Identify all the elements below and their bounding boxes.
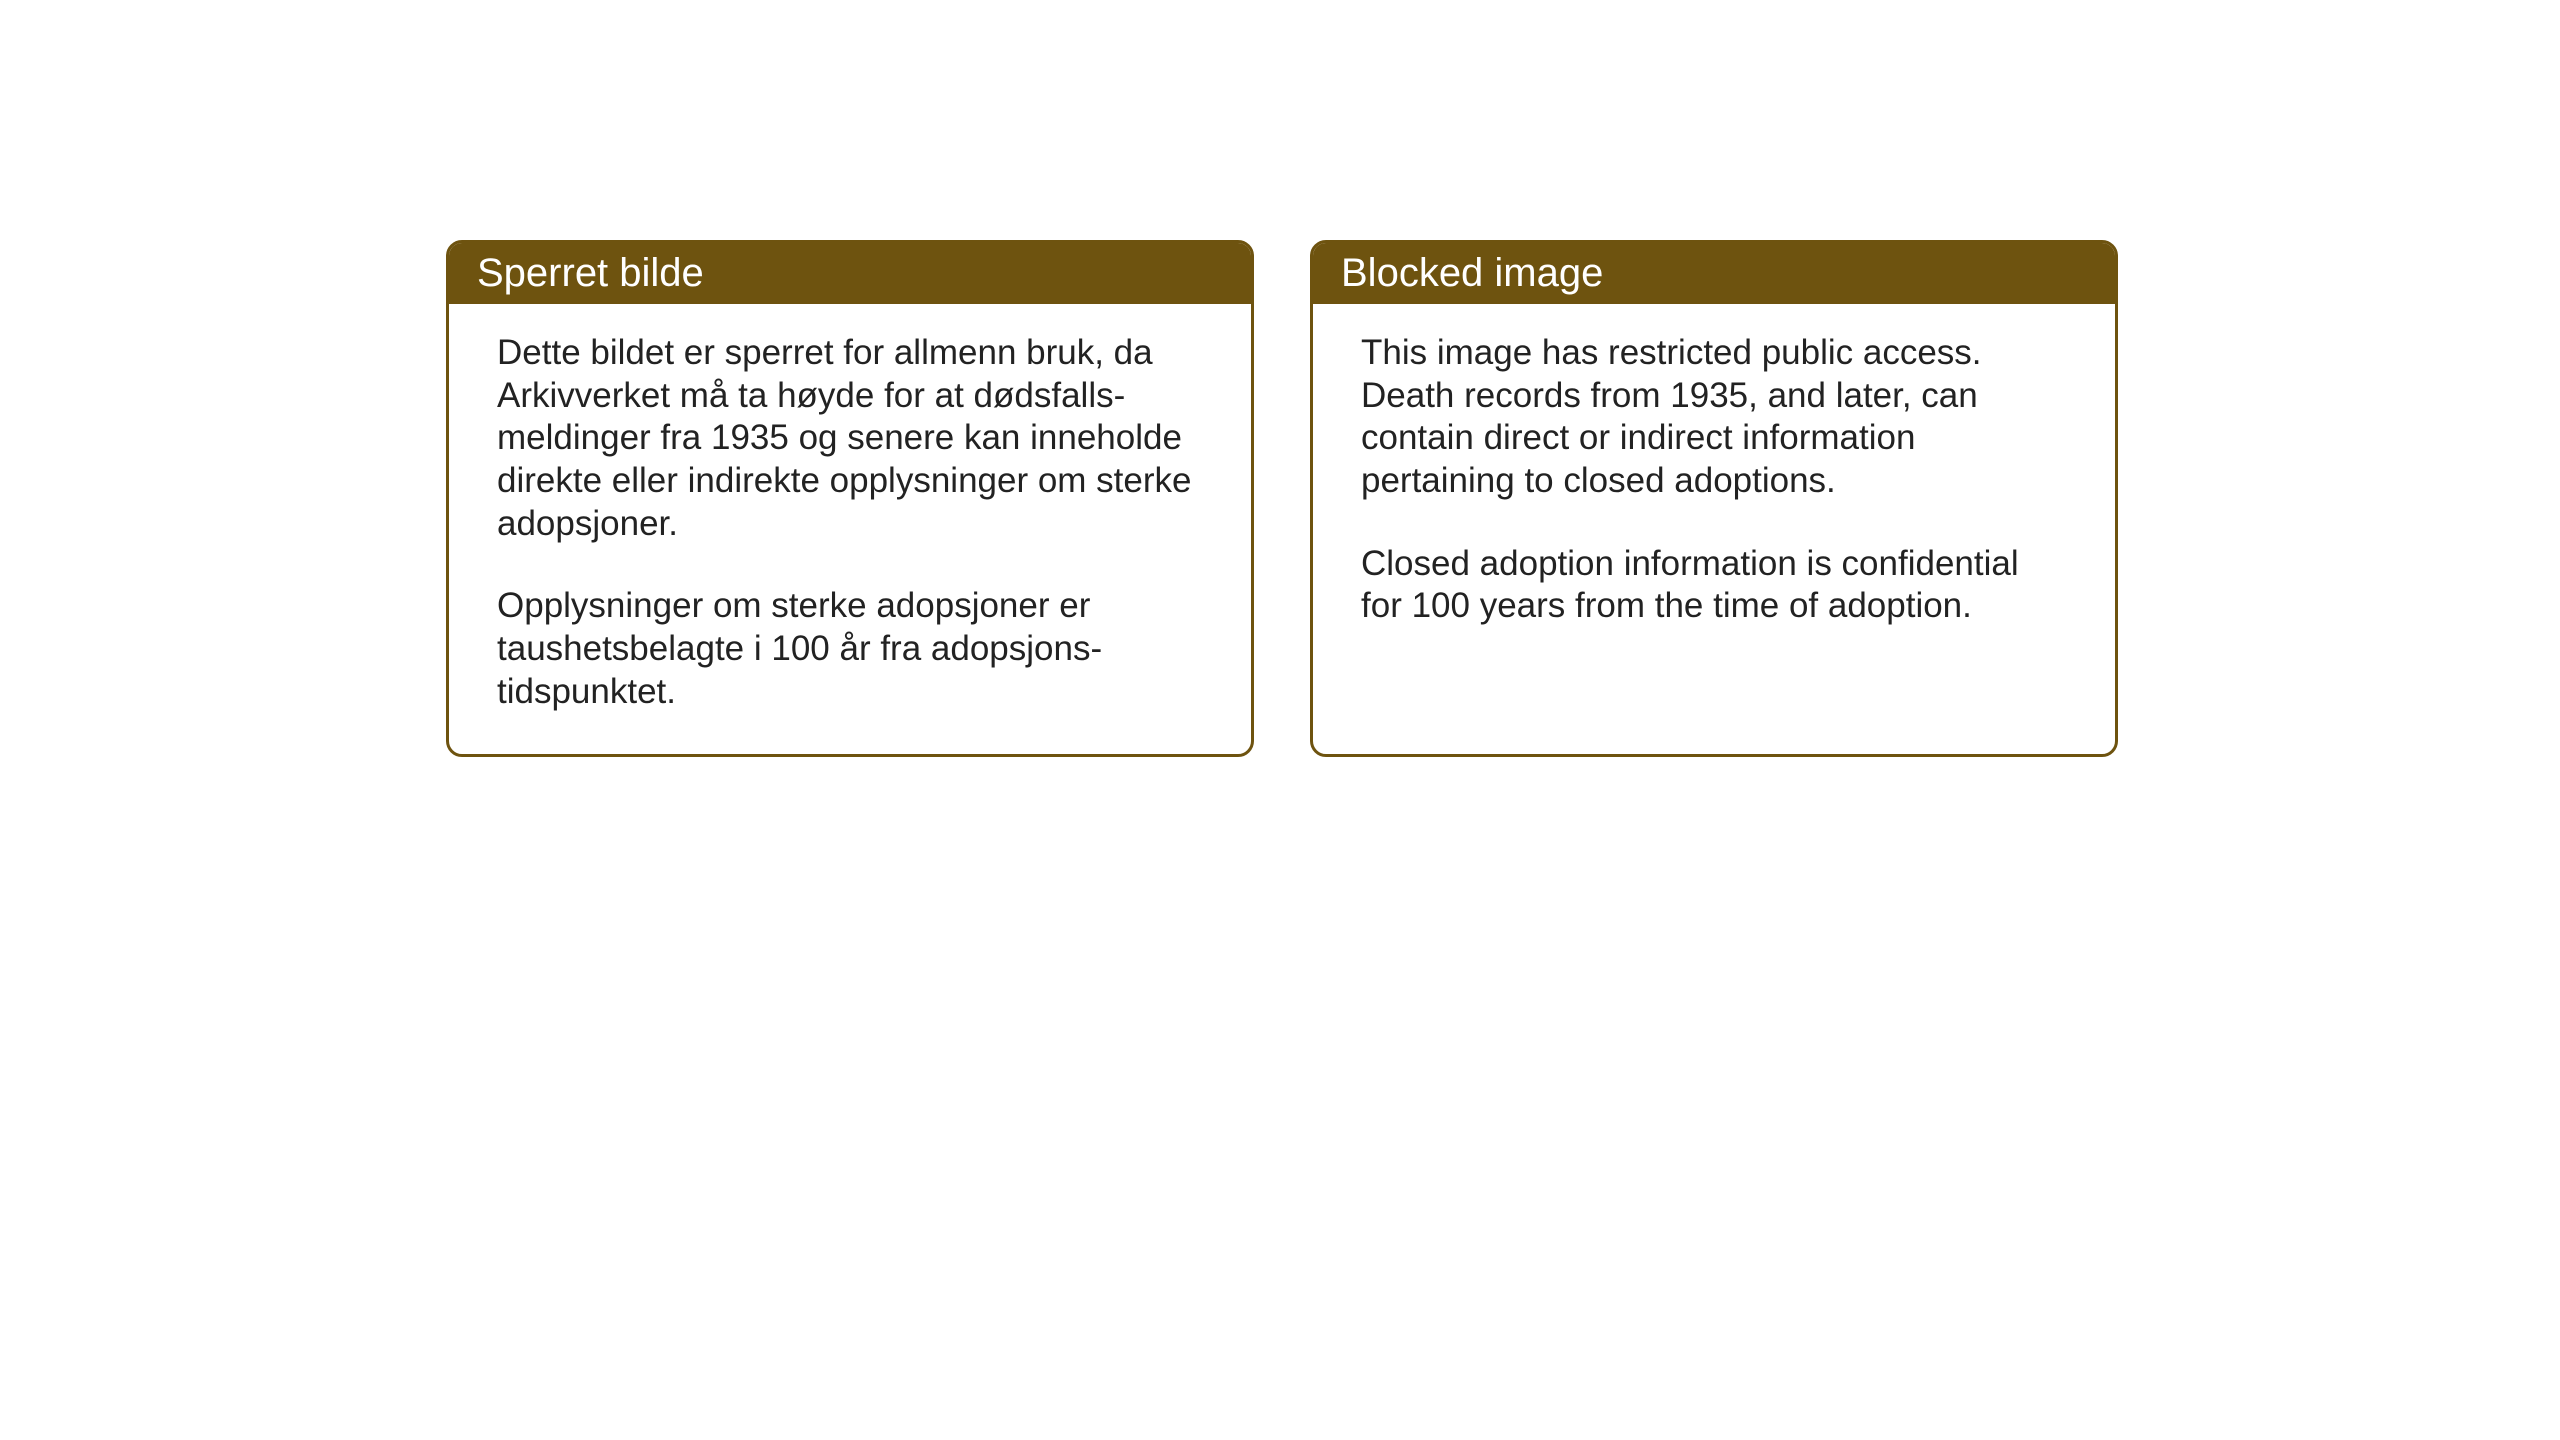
card-header-norwegian: Sperret bilde — [449, 243, 1251, 304]
card-paragraph-1-english: This image has restricted public access.… — [1361, 332, 2067, 503]
notice-container: Sperret bilde Dette bildet er sperret fo… — [446, 240, 2118, 757]
card-header-english: Blocked image — [1313, 243, 2115, 304]
notice-card-english: Blocked image This image has restricted … — [1310, 240, 2118, 757]
card-paragraph-2-norwegian: Opplysninger om sterke adopsjoner er tau… — [497, 585, 1203, 713]
card-paragraph-2-english: Closed adoption information is confident… — [1361, 543, 2067, 628]
card-body-norwegian: Dette bildet er sperret for allmenn bruk… — [449, 304, 1251, 754]
card-paragraph-1-norwegian: Dette bildet er sperret for allmenn bruk… — [497, 332, 1203, 545]
card-body-english: This image has restricted public access.… — [1313, 304, 2115, 720]
card-title-english: Blocked image — [1341, 251, 1603, 295]
card-title-norwegian: Sperret bilde — [477, 251, 704, 295]
notice-card-norwegian: Sperret bilde Dette bildet er sperret fo… — [446, 240, 1254, 757]
